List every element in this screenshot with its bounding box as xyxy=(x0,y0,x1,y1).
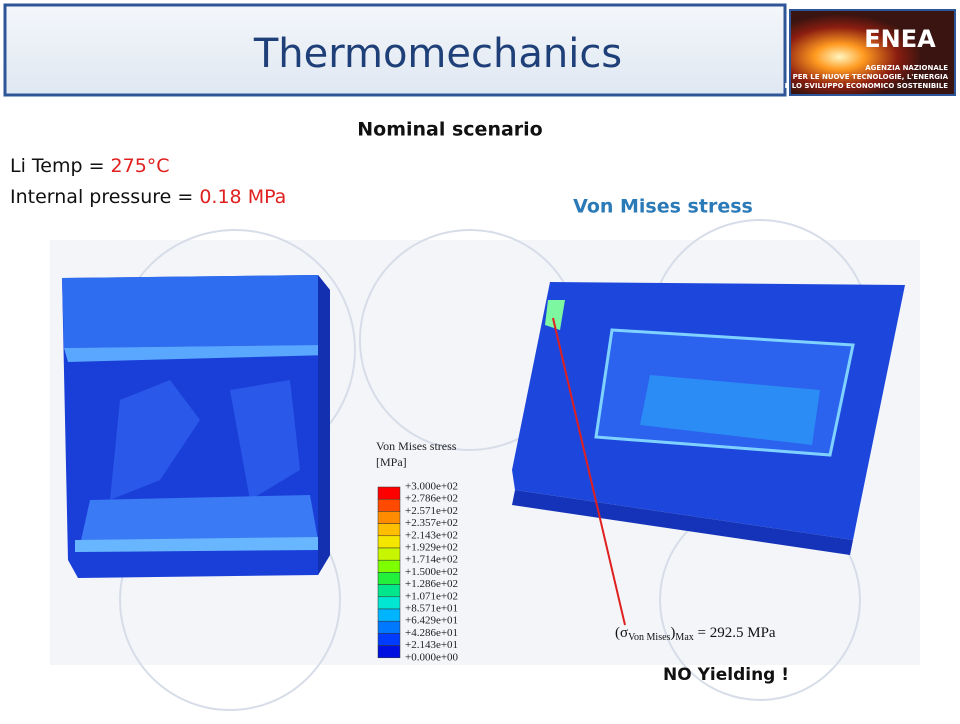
legend-level: +3.000e+02 xyxy=(405,481,458,493)
legend-level: +4.286e+01 xyxy=(405,627,458,639)
legend-level: +1.286e+02 xyxy=(405,578,458,590)
legend-level: +1.929e+02 xyxy=(405,542,458,554)
legend-swatch xyxy=(377,498,401,512)
logo-line: E LO SVILUPPO ECONOMICO SOSTENIBILE xyxy=(785,82,949,90)
parameter-label: Li Temp = xyxy=(10,155,111,177)
conclusion: NO Yielding ! xyxy=(663,665,789,685)
legend-swatch xyxy=(377,559,401,573)
left-model xyxy=(62,275,330,578)
legend-level: +2.571e+02 xyxy=(405,505,458,517)
legend-level: +2.143e+02 xyxy=(405,529,458,541)
logo-name: ENEA xyxy=(864,25,936,53)
parameter-label: Internal pressure = xyxy=(10,186,199,208)
legend-swatch xyxy=(377,523,401,537)
parameter-value: 0.18 MPa xyxy=(199,186,286,208)
legend-level: +1.500e+02 xyxy=(405,566,458,578)
legend-swatch xyxy=(377,486,401,500)
annotation-prefix: (σ xyxy=(615,625,628,641)
result-title: Von Mises stress xyxy=(573,196,753,218)
legend-swatch xyxy=(377,584,401,598)
legend-swatch xyxy=(377,572,401,585)
legend-swatch xyxy=(377,620,401,634)
legend-swatch xyxy=(377,645,401,659)
legend-level: +1.071e+02 xyxy=(405,590,458,602)
legend-level: +1.714e+02 xyxy=(405,554,458,566)
right-model xyxy=(512,282,905,555)
legend-title: Von Mises stress xyxy=(376,439,457,453)
legend-swatch xyxy=(377,511,401,524)
legend-level: +2.143e+01 xyxy=(405,639,458,651)
scenario-title: Nominal scenario xyxy=(357,119,542,141)
legend-unit: [MPa] xyxy=(376,455,407,469)
annotation-value: = 292.5 MPa xyxy=(694,625,776,641)
legend-swatch xyxy=(377,547,401,561)
legend-level: +8.571e+01 xyxy=(405,603,458,615)
annotation-subscript: Max xyxy=(675,632,693,643)
parameter: Li Temp = 275°C xyxy=(10,155,170,177)
pointer-line xyxy=(552,317,626,626)
slide-title: Thermomechanics xyxy=(253,31,622,77)
legend-level: +6.429e+01 xyxy=(405,615,458,627)
legend-swatch xyxy=(377,596,401,610)
annotation: (σVon Mises)Max = 292.5 MPa xyxy=(615,625,776,643)
logo-line: PER LE NUOVE TECNOLOGIE, L'ENERGIA xyxy=(793,73,949,81)
legend-swatch xyxy=(377,535,401,549)
parameter-value: 275°C xyxy=(111,155,170,177)
annotation-suffix: ) xyxy=(670,625,675,641)
legend: Von Mises stress [MPa] +3.000e+02+2.786e… xyxy=(376,439,459,664)
logo: ENEA xyxy=(789,9,956,96)
parameter: Internal pressure = 0.18 MPa xyxy=(10,186,286,208)
logo-line: AGENZIA NAZIONALE xyxy=(865,64,948,72)
legend-level: +2.786e+02 xyxy=(405,493,458,505)
legend-swatch xyxy=(377,608,401,622)
legend-level: +2.357e+02 xyxy=(405,517,458,529)
legend-swatch xyxy=(377,633,401,646)
header-bar xyxy=(3,3,787,97)
legend-level: +0.000e+00 xyxy=(405,651,459,663)
annotation-subscript: Von Mises xyxy=(628,632,670,643)
